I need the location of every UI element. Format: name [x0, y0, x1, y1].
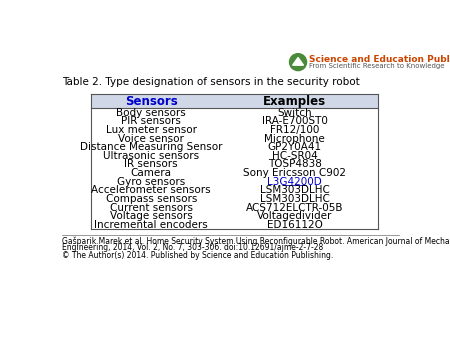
Text: Sony Ericsson C902: Sony Ericsson C902	[243, 168, 346, 178]
Text: Ultrasonic sensors: Ultrasonic sensors	[103, 151, 199, 161]
Text: TOSP4838: TOSP4838	[268, 160, 321, 169]
Text: HC-SR04: HC-SR04	[272, 151, 317, 161]
Text: Body sensors: Body sensors	[116, 107, 186, 118]
Text: GP2Y0A41: GP2Y0A41	[267, 142, 322, 152]
Circle shape	[289, 54, 306, 71]
Text: ED16112O: ED16112O	[266, 220, 323, 230]
Text: © The Author(s) 2014. Published by Science and Education Publishing.: © The Author(s) 2014. Published by Scien…	[63, 251, 334, 260]
Text: Science and Education Publishing: Science and Education Publishing	[309, 54, 450, 64]
Polygon shape	[292, 57, 303, 65]
Text: FR12/100: FR12/100	[270, 125, 319, 135]
Text: Gašparik Marek et al. Home Security System Using Reconfigurable Robot. American : Gašparik Marek et al. Home Security Syst…	[63, 237, 450, 246]
Text: IRA-E700ST0: IRA-E700ST0	[261, 116, 328, 126]
Text: ACS712ELCTR-05B: ACS712ELCTR-05B	[246, 202, 343, 213]
Text: Table 2. Type designation of sensors in the security robot: Table 2. Type designation of sensors in …	[63, 77, 360, 87]
Text: LSM303DLHC: LSM303DLHC	[260, 185, 329, 195]
Text: Gyro sensors: Gyro sensors	[117, 177, 185, 187]
Text: Distance Measuring Sensor: Distance Measuring Sensor	[80, 142, 222, 152]
Text: Switch: Switch	[277, 107, 312, 118]
Text: Voice sensor: Voice sensor	[118, 134, 184, 144]
Text: From Scientific Research to Knowledge: From Scientific Research to Knowledge	[309, 63, 445, 69]
Text: Incremental encoders: Incremental encoders	[94, 220, 208, 230]
Text: Engineering, 2014, Vol. 2, No. 7, 303-306. doi:10.12691/ajme-2-7-28: Engineering, 2014, Vol. 2, No. 7, 303-30…	[63, 243, 324, 252]
Text: Voltage sensors: Voltage sensors	[110, 211, 193, 221]
Text: Compass sensors: Compass sensors	[105, 194, 197, 204]
FancyBboxPatch shape	[91, 94, 378, 108]
Text: Examples: Examples	[263, 95, 326, 108]
Text: LSM303DLHC: LSM303DLHC	[260, 194, 329, 204]
Text: Sensors: Sensors	[125, 95, 178, 108]
Text: IR sensors: IR sensors	[124, 160, 178, 169]
Text: Camera: Camera	[130, 168, 172, 178]
Text: Voltagedivider: Voltagedivider	[257, 211, 332, 221]
Text: PIR sensors: PIR sensors	[121, 116, 181, 126]
Text: Current sensors: Current sensors	[110, 202, 193, 213]
Text: Accelerometer sensors: Accelerometer sensors	[91, 185, 211, 195]
Text: Lux meter sensor: Lux meter sensor	[106, 125, 197, 135]
Text: Microphone: Microphone	[264, 134, 325, 144]
Text: L3G4200D: L3G4200D	[267, 177, 322, 187]
